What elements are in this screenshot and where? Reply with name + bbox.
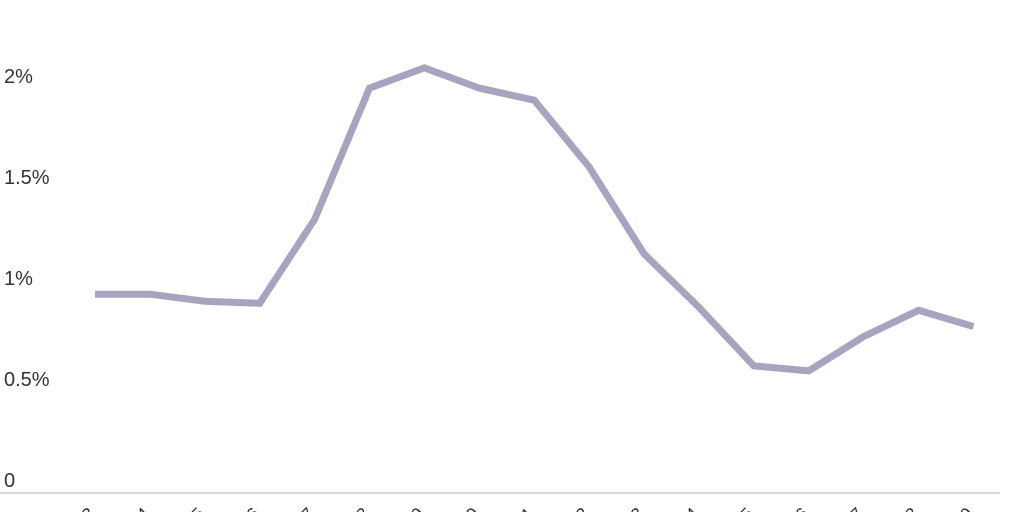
series-group	[95, 64, 975, 375]
x-tick-label: 9	[956, 504, 977, 512]
x-tick-label: 8	[352, 504, 373, 512]
x-tick-label: 1	[517, 504, 538, 512]
y-tick-label: 1%	[4, 268, 33, 290]
y-tick-label: 1.5%	[4, 167, 50, 189]
x-tick-label: 5	[736, 504, 757, 512]
x-tick-label: 3	[627, 504, 648, 512]
x-tick-label: 4	[133, 504, 154, 512]
y-axis-ticks: 0 0.5% 1% 1.5% 2%	[4, 66, 50, 492]
x-tick-label: 6	[242, 504, 263, 512]
x-axis-ticks: 3 4 5 6 7 8 9 0 1 2 3 4 5 6 7 8 9	[78, 504, 978, 512]
x-tick-label: 2	[572, 504, 593, 512]
x-tick-label: 7	[297, 504, 318, 512]
x-tick-label: 9	[407, 504, 428, 512]
x-tick-label: 8	[901, 504, 922, 512]
x-tick-label: 6	[791, 504, 812, 512]
x-tick-label: 7	[846, 504, 867, 512]
series-line	[95, 64, 975, 375]
y-tick-label: 0.5%	[4, 369, 50, 391]
x-tick-label: 5	[187, 504, 208, 512]
x-tick-label: 0	[462, 504, 483, 512]
y-tick-label: 0	[4, 470, 15, 492]
y-tick-label: 2%	[4, 66, 33, 88]
x-tick-label: 4	[682, 504, 703, 512]
x-tick-label: 3	[78, 504, 99, 512]
